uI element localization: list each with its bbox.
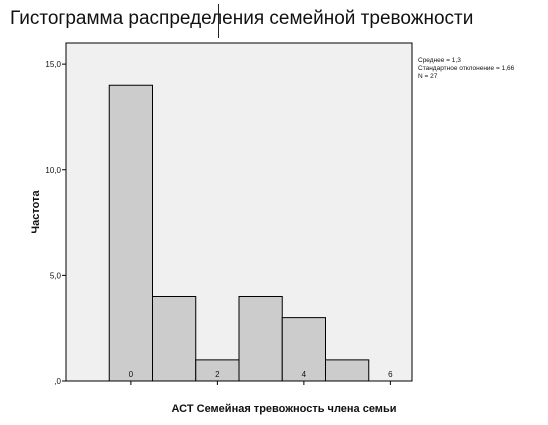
x-axis-label: АСТ Семейная тревожность члена семьи [171, 403, 397, 415]
histogram-bar-1 [152, 296, 197, 382]
x-tick-label-2: 4 [302, 370, 307, 379]
x-tick-label-0: 0 [129, 370, 134, 379]
stats-legend: Среднее = 1,3 Стандартное отклонение = 1… [418, 57, 514, 81]
histogram-bar-4 [281, 317, 326, 382]
stats-std: Стандартное отклонение = 1,66 [418, 65, 515, 72]
stats-n: N = 27 [418, 73, 438, 80]
y-tick-label-1: 5,0 [50, 271, 62, 280]
chart-title: Гистограмма распределения семейной трево… [10, 8, 474, 29]
y-tick-label-3: 15,0 [45, 60, 61, 69]
y-tick-label-2: 10,0 [45, 166, 61, 175]
histogram-bar-3 [238, 296, 283, 382]
x-tick-label-1: 2 [215, 370, 220, 379]
histogram-bar-5 [325, 359, 370, 382]
stats-mean: Среднее = 1,3 [418, 57, 461, 64]
text-cursor [218, 4, 219, 38]
x-tick-label-3: 6 [388, 370, 393, 379]
y-tick-label-0: ,0 [54, 377, 61, 386]
histogram-bar-0 [108, 84, 153, 382]
